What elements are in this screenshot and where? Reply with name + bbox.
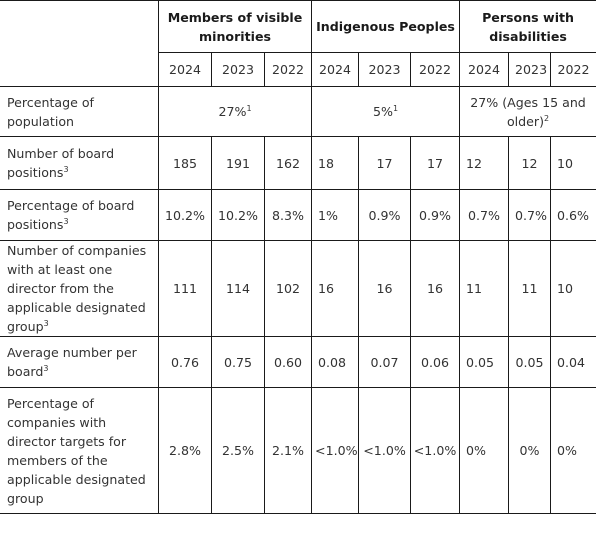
footnote-marker: 2	[544, 113, 550, 123]
table-row: Number of companies with at least one di…	[0, 240, 596, 337]
footnote-marker: 3	[63, 164, 69, 174]
year-header: 2024	[459, 52, 510, 87]
data-cell: 0.7%	[459, 189, 510, 241]
data-cell: 0.60	[263, 336, 313, 388]
data-cell: 2.1%	[263, 387, 313, 514]
year-header: 2023	[508, 52, 552, 87]
data-cell: 17	[410, 136, 461, 190]
table-row: Number of board positions3 185 191 162 1…	[0, 136, 596, 190]
footnote-marker: 1	[246, 103, 252, 113]
footnote-marker: 3	[43, 363, 49, 373]
year-header: 2024	[311, 52, 360, 87]
data-cell: 10	[550, 240, 596, 337]
data-cell: 11	[459, 240, 510, 337]
data-cell: <1.0%	[410, 387, 461, 514]
data-cell: 16	[311, 240, 360, 337]
table-row: Percentage of board positions3 10.2% 10.…	[0, 189, 596, 241]
data-cell: <1.0%	[358, 387, 412, 514]
year-header: 2023	[358, 52, 412, 87]
data-cell: 16	[358, 240, 412, 337]
data-cell: 0.04	[550, 336, 596, 388]
footnote-marker: 1	[392, 103, 399, 113]
merged-value-cell: 5%1	[311, 86, 461, 137]
data-cell: 12	[508, 136, 552, 190]
data-cell: 0.08	[311, 336, 360, 388]
data-cell: 0.05	[508, 336, 552, 388]
group-header-indigenous-peoples: Indigenous Peoples	[311, 0, 461, 53]
data-cell: 10.2%	[158, 189, 212, 241]
group-header-visible-minorities: Members of visible minorities	[157, 0, 313, 53]
data-cell: 191	[211, 136, 265, 190]
data-cell: 114	[211, 240, 265, 337]
table-row: Percentage of companies with director ta…	[0, 387, 596, 514]
data-cell: 1%	[311, 189, 360, 241]
data-cell: 0.6%	[550, 189, 596, 241]
footnote-marker: 3	[43, 318, 49, 328]
data-cell: 2.8%	[158, 387, 212, 514]
data-cell: 18	[311, 136, 360, 190]
data-cell: 102	[263, 240, 313, 337]
data-cell: 0.9%	[358, 189, 412, 241]
group-header-persons-with-disabilities: Persons with disabilities	[459, 0, 596, 53]
footnote-marker: 3	[63, 216, 69, 226]
row-label: Number of board positions3	[0, 136, 159, 190]
data-cell: 8.3%	[263, 189, 313, 241]
corner-cell	[0, 0, 159, 87]
data-cell: 17	[358, 136, 412, 190]
data-cell: 10.2%	[211, 189, 265, 241]
year-header: 2022	[410, 52, 461, 87]
table-row: Percentage of population 27%1 5%1 27% (A…	[0, 86, 596, 137]
row-label: Number of companies with at least one di…	[0, 240, 159, 337]
data-cell: 0.76	[158, 336, 212, 388]
merged-value-cell: 27%1	[157, 86, 313, 137]
data-cell: 0.9%	[410, 189, 461, 241]
data-cell: 0.06	[410, 336, 461, 388]
row-label: Average number per board3	[0, 336, 159, 388]
data-cell: 2.5%	[211, 387, 265, 514]
data-cell: <1.0%	[311, 387, 360, 514]
year-header: 2024	[158, 52, 212, 87]
data-cell: 185	[158, 136, 212, 190]
data-cell: 0%	[550, 387, 596, 514]
data-cell: 0%	[508, 387, 552, 514]
merged-value-cell: 27% (Ages 15 and older)2	[459, 86, 596, 137]
designated-groups-table: Members of visible minorities Indigenous…	[0, 0, 596, 514]
data-cell: 0%	[459, 387, 510, 514]
year-header: 2023	[211, 52, 265, 87]
row-label: Percentage of companies with director ta…	[0, 387, 159, 514]
data-cell: 0.75	[211, 336, 265, 388]
data-cell: 12	[459, 136, 510, 190]
table-row: Average number per board3 0.76 0.75 0.60…	[0, 336, 596, 388]
data-cell: 111	[158, 240, 212, 337]
data-cell: 11	[508, 240, 552, 337]
data-cell: 16	[410, 240, 461, 337]
data-cell: 0.07	[358, 336, 412, 388]
data-cell: 0.05	[459, 336, 510, 388]
year-header: 2022	[263, 52, 313, 87]
row-label: Percentage of population	[0, 86, 159, 137]
year-header: 2022	[550, 52, 596, 87]
data-cell: 0.7%	[508, 189, 552, 241]
row-label: Percentage of board positions3	[0, 189, 159, 241]
data-cell: 162	[263, 136, 313, 190]
data-cell: 10	[550, 136, 596, 190]
